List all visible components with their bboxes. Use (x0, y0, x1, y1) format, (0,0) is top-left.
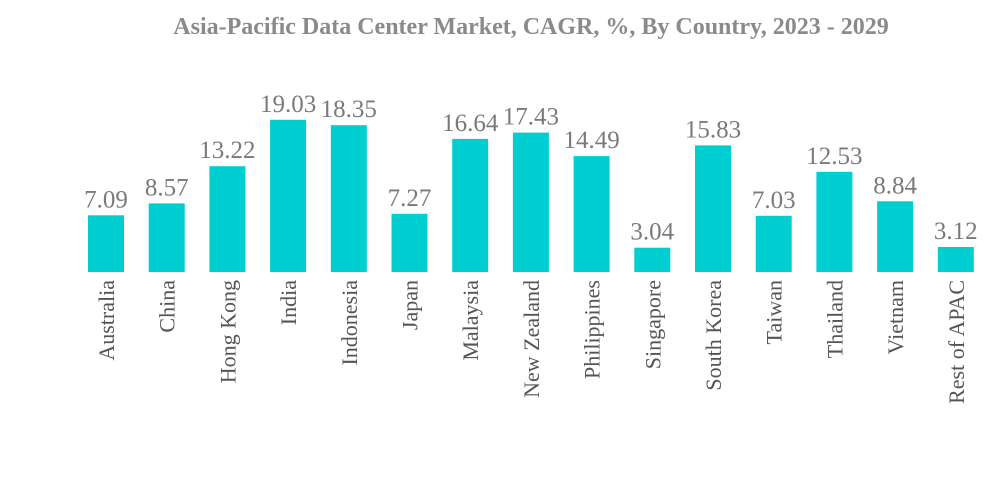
category-label: Singapore (640, 280, 665, 369)
value-label: 18.35 (321, 96, 377, 123)
category-label: Indonesia (337, 280, 362, 366)
category-label: Taiwan (762, 280, 787, 344)
value-label: 19.03 (260, 91, 316, 118)
value-label: 15.83 (685, 116, 741, 143)
value-label: 7.03 (752, 187, 796, 214)
value-label: 16.64 (442, 110, 499, 137)
category-label: Japan (398, 280, 423, 330)
value-label: 3.04 (630, 219, 674, 246)
category-label: Rest of APAC (944, 280, 969, 404)
bar-malaysia (452, 138, 489, 272)
bar-new-zealand (512, 132, 549, 272)
bar-philippines (573, 156, 610, 272)
value-label: 3.12 (934, 218, 978, 245)
bar-india (270, 119, 307, 272)
value-label: 7.09 (84, 186, 128, 213)
value-label: 7.27 (388, 185, 432, 212)
category-label: New Zealand (519, 280, 544, 398)
category-label: China (155, 280, 180, 333)
chart-title: Asia-Pacific Data Center Market, CAGR, %… (173, 14, 889, 40)
bar-china (148, 203, 185, 272)
category-label: Vietnam (883, 280, 908, 354)
bar-australia (88, 215, 124, 272)
bar-rest-of-apac (937, 247, 974, 272)
category-label: Australia (94, 280, 119, 361)
value-label: 8.84 (873, 172, 917, 199)
bar-vietnam (877, 201, 914, 272)
category-label: Philippines (580, 280, 605, 379)
bar-indonesia (330, 125, 367, 272)
bar-singapore (634, 247, 671, 272)
category-label: Malaysia (458, 280, 483, 361)
category-label: India (276, 280, 301, 325)
bar-hong-kong (209, 166, 246, 272)
category-label: Hong Kong (215, 280, 240, 383)
value-label: 12.53 (806, 143, 862, 170)
value-label: 8.57 (145, 174, 189, 201)
bar-japan (391, 213, 428, 272)
bar-south-korea (695, 145, 731, 272)
value-label: 13.22 (199, 137, 255, 164)
value-label: 14.49 (563, 127, 619, 154)
value-label: 17.43 (503, 104, 559, 131)
bar-taiwan (755, 215, 792, 272)
category-label: South Korea (701, 280, 726, 391)
category-label: Thailand (822, 280, 847, 358)
bar-thailand (816, 171, 853, 272)
